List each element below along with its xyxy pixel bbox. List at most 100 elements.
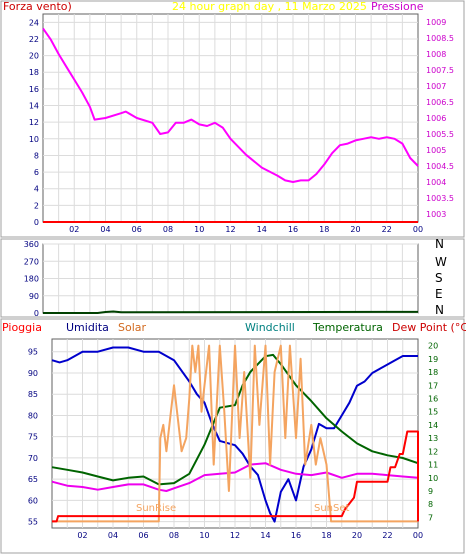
y-left-tick-label-p1: 4 — [34, 185, 39, 194]
legend-solar: Solar — [118, 321, 147, 334]
sunrise-label: SunRise — [136, 503, 177, 514]
y-left-tick-label-p1: 10 — [29, 135, 39, 144]
wind-dir-label-n-bottom: N — [435, 303, 444, 317]
x-tick-label-p1: 12 — [225, 225, 235, 234]
legend-temperatura: Temperatura — [313, 321, 383, 334]
panel1-left-label: Forza vento) — [3, 0, 72, 13]
y-left-tick-label-p1: 12 — [29, 118, 39, 127]
y-left-tick-label-p1: 2 — [34, 201, 39, 210]
y-right-tick-label-p3: 11 — [428, 461, 438, 470]
y-right-tick-label-p1: 1006.5 — [426, 98, 454, 107]
x-tick-label-p3: 14 — [260, 531, 270, 540]
series-line-pressione-p1 — [42, 27, 419, 183]
series-line-temperatura-p3 — [51, 353, 419, 486]
y-right-tick-label-p1: 1007 — [426, 82, 446, 91]
x-tick-label-p3: 02 — [77, 531, 87, 540]
y-right-tick-label-p3: 7 — [428, 513, 433, 522]
y-left-tick-label-p3: 80 — [28, 411, 38, 420]
y-right-tick-label-p3: 17 — [428, 381, 438, 390]
x-tick-label-p1: 10 — [194, 225, 204, 234]
panel-frame-3 — [0, 318, 465, 554]
y-right-tick-label-p1: 1003.5 — [426, 194, 454, 203]
y-right-tick-label-p1: 1005 — [426, 146, 446, 155]
x-tick-label-p3: 16 — [291, 531, 301, 540]
y-right-tick-label-p3: 13 — [428, 434, 438, 443]
y-left-tick-label-p1: 8 — [34, 151, 39, 160]
y-left-tick-label-p2: 180 — [24, 275, 39, 284]
y-right-tick-label-p3: 15 — [428, 408, 438, 417]
y-right-tick-label-p1: 1004 — [426, 178, 446, 187]
panel-frame-2 — [0, 238, 465, 318]
y-left-tick-label-p3: 70 — [28, 454, 38, 463]
wind-dir-label-n-top: N — [435, 237, 444, 251]
x-tick-label-p3: 06 — [138, 531, 148, 540]
y-right-tick-label-p3: 14 — [428, 421, 438, 430]
y-left-tick-label-p3: 55 — [28, 518, 38, 527]
x-tick-label-p3: 18 — [321, 531, 331, 540]
y-left-tick-label-p3: 90 — [28, 369, 38, 378]
x-tick-label-p3: 10 — [199, 531, 209, 540]
y-left-tick-label-p1: 18 — [29, 68, 39, 77]
y-left-tick-label-p3: 65 — [28, 475, 38, 484]
x-tick-label-p1: 08 — [163, 225, 173, 234]
x-tick-label-p1: 22 — [382, 225, 392, 234]
legend-pioggia: Pioggia — [2, 321, 42, 334]
x-tick-label-p1: 00 — [413, 225, 423, 234]
x-tick-label-p1: 18 — [319, 225, 329, 234]
x-tick-label-p1: 06 — [132, 225, 142, 234]
y-left-tick-label-p1: 14 — [29, 102, 39, 111]
wind-dir-label-w: W — [435, 255, 447, 269]
panel-frame-1 — [0, 0, 465, 238]
sunset-label: SunSet — [314, 503, 350, 514]
y-right-tick-label-p1: 1009 — [426, 18, 446, 27]
y-right-tick-label-p1: 1005.5 — [426, 130, 454, 139]
x-tick-label-p3: 08 — [169, 531, 179, 540]
y-left-tick-label-p1: 24 — [29, 18, 39, 27]
x-tick-label-p1: 02 — [69, 225, 79, 234]
y-right-tick-label-p3: 20 — [428, 342, 438, 351]
wind-dir-label-e: E — [435, 287, 443, 301]
legend-windchill: Windchill — [245, 321, 295, 334]
x-tick-label-p1: 04 — [100, 225, 110, 234]
y-left-tick-label-p1: 6 — [34, 168, 39, 177]
y-left-tick-label-p1: 20 — [29, 52, 39, 61]
wind-dir-label-s: S — [435, 271, 443, 285]
y-left-tick-label-p2: 360 — [24, 240, 39, 249]
y-right-tick-label-p3: 18 — [428, 368, 438, 377]
y-right-tick-label-p1: 1003 — [426, 210, 446, 219]
legend-umidita: Umidita — [66, 321, 109, 334]
y-right-tick-label-p3: 19 — [428, 355, 438, 364]
x-tick-label-p3: 04 — [108, 531, 118, 540]
series-line-solar-p3 — [52, 344, 418, 523]
x-tick-label-p1: 16 — [288, 225, 298, 234]
y-right-tick-label-p1: 1008.5 — [426, 34, 454, 43]
y-right-tick-label-p1: 1004.5 — [426, 162, 454, 171]
y-right-tick-label-p3: 8 — [428, 500, 433, 509]
y-left-tick-label-p3: 75 — [28, 433, 38, 442]
x-tick-label-p3: 12 — [230, 531, 240, 540]
y-right-tick-label-p3: 9 — [428, 487, 433, 496]
y-left-tick-label-p2: 270 — [24, 257, 39, 266]
y-left-tick-label-p2: 0 — [34, 309, 39, 318]
y-right-tick-label-p3: 12 — [428, 447, 438, 456]
y-right-tick-label-p1: 1008 — [426, 50, 446, 59]
y-right-tick-label-p3: 10 — [428, 474, 438, 483]
x-tick-label-p3: 00 — [413, 531, 423, 540]
legend-dew-point: Dew Point (°C) — [392, 321, 466, 334]
series-line-direzione-vento-p2 — [43, 310, 419, 314]
y-left-tick-label-p3: 60 — [28, 496, 38, 505]
x-tick-label-p1: 20 — [350, 225, 360, 234]
chart-title: 24 hour graph day , 11 Marzo 2025 — [172, 0, 367, 13]
y-left-tick-label-p3: 85 — [28, 390, 38, 399]
panel1-right-label: Pressione — [371, 0, 424, 13]
series-line-pioggia-p3 — [52, 430, 419, 523]
y-left-tick-label-p3: 95 — [28, 348, 38, 357]
series-line-umidita-p3 — [51, 346, 418, 523]
x-tick-label-p3: 20 — [352, 531, 362, 540]
x-tick-label-p3: 22 — [382, 531, 392, 540]
y-right-tick-label-p3: 16 — [428, 394, 438, 403]
x-tick-label-p1: 14 — [257, 225, 267, 234]
y-left-tick-label-p1: 16 — [29, 85, 39, 94]
